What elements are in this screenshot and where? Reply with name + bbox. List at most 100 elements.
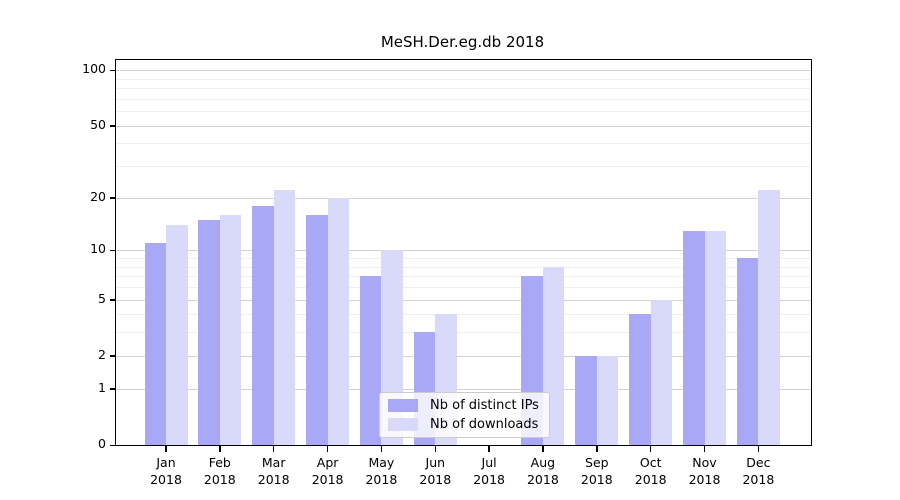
bar-downloads — [596, 355, 619, 445]
x-tick-mark — [542, 445, 544, 452]
plot-area: 0 1 2 5 10 20 50 100 Jan 2018 Feb 2018 Mar 2018 Apr 201… — [82, 59, 812, 487]
y-tick-label: 2 — [98, 346, 106, 362]
month-label: May — [368, 455, 395, 470]
bar-distinct-ips — [683, 230, 705, 445]
minor-gridline — [116, 143, 811, 145]
year-label: 2018 — [150, 472, 182, 487]
minor-gridline — [116, 332, 811, 334]
bar-downloads — [758, 190, 780, 445]
x-tick-mark — [272, 445, 275, 452]
legend-item-distinct-ips: Nb of distinct IPs — [388, 398, 539, 413]
minor-gridline — [116, 276, 811, 278]
legend: Nb of distinct IPs Nb of downloads — [379, 392, 550, 438]
y-tick-mark — [110, 125, 116, 127]
month-label: Jul — [481, 455, 497, 470]
month-label: Mar — [261, 455, 286, 470]
year-label: 2018 — [311, 472, 344, 487]
chart-title: MeSH.Der.eg.db 2018 — [380, 33, 545, 51]
legend-label-distinct-ips: Nb of distinct IPs — [430, 398, 539, 413]
year-label: 2018 — [365, 472, 398, 487]
x-tick-mark — [434, 445, 436, 452]
y-tick-mark — [110, 69, 116, 72]
year-label: 2018 — [526, 472, 559, 487]
bar-distinct-ips — [252, 205, 274, 445]
minor-gridline — [116, 98, 811, 100]
bar-downloads — [650, 299, 673, 445]
y-tick-label: 100 — [82, 61, 106, 77]
bar-downloads — [704, 230, 726, 445]
y-tick-mark — [110, 388, 116, 390]
legend-swatch-distinct-ips — [388, 399, 418, 412]
bar-distinct-ips — [575, 355, 597, 445]
y-tick-label: 10 — [90, 241, 106, 257]
bar-downloads — [166, 225, 188, 445]
month-label: Dec — [746, 455, 771, 470]
bar-distinct-ips — [198, 219, 220, 445]
minor-gridline — [116, 111, 811, 113]
y-tick-label: 50 — [90, 116, 106, 132]
bar-downloads — [327, 197, 350, 445]
y-tick-mark — [110, 299, 116, 301]
x-tick-label: Feb 2018 — [190, 454, 250, 488]
major-gridline — [116, 388, 811, 390]
x-tick-mark — [165, 445, 167, 452]
bar-distinct-ips — [359, 276, 382, 445]
month-label: Apr — [316, 455, 339, 470]
y-tick-mark — [110, 197, 116, 199]
x-tick-label: Jul 2018 — [459, 454, 519, 488]
minor-gridline — [116, 266, 811, 268]
year-label: 2018 — [634, 472, 667, 487]
major-gridline — [116, 299, 811, 301]
minor-gridline — [116, 258, 811, 259]
year-label: 2018 — [473, 472, 505, 487]
year-label: 2018 — [419, 472, 452, 487]
x-tick-mark — [596, 445, 598, 452]
bar-distinct-ips — [629, 314, 651, 445]
x-tick-label: Mar 2018 — [244, 454, 304, 488]
y-tick-mark — [110, 249, 116, 252]
y-tick-mark — [110, 444, 116, 446]
legend-label-downloads: Nb of downloads — [430, 417, 539, 432]
y-tick-label: 1 — [98, 379, 106, 395]
minor-gridline — [116, 88, 811, 90]
year-label: 2018 — [688, 472, 721, 487]
minor-gridline — [116, 287, 811, 288]
month-label: Aug — [530, 455, 556, 470]
bar-distinct-ips — [736, 258, 759, 445]
x-tick-mark — [326, 445, 329, 452]
x-tick-label: Dec 2018 — [728, 454, 788, 488]
x-tick-mark — [380, 445, 383, 452]
x-tick-label: Oct 2018 — [621, 454, 681, 488]
year-label: 2018 — [580, 472, 613, 487]
year-label: 2018 — [203, 472, 236, 487]
month-label: Jun — [425, 455, 446, 470]
y-tick-label: 0 — [98, 436, 106, 451]
month-label: Nov — [692, 455, 717, 470]
x-tick-label: Jun 2018 — [405, 454, 465, 488]
minor-gridline — [116, 314, 811, 316]
bar-distinct-ips — [306, 214, 328, 445]
x-tick-mark — [488, 445, 490, 452]
month-label: Oct — [639, 455, 662, 470]
bar-downloads — [219, 214, 242, 445]
x-tick-mark — [649, 445, 652, 452]
bar-downloads — [273, 190, 296, 445]
x-tick-mark — [757, 445, 760, 452]
legend-swatch-downloads — [388, 418, 418, 431]
x-tick-label: Sep 2018 — [567, 454, 627, 488]
minor-gridline — [116, 78, 811, 80]
x-tick-label: Jan 2018 — [136, 454, 196, 488]
major-gridline — [116, 197, 811, 199]
major-gridline — [116, 70, 811, 72]
major-gridline — [116, 250, 811, 252]
bar-distinct-ips — [144, 243, 166, 445]
major-gridline — [116, 125, 811, 127]
year-label: 2018 — [257, 472, 290, 487]
x-tick-label: May 2018 — [351, 454, 411, 488]
legend-item-downloads: Nb of downloads — [388, 417, 539, 432]
month-label: Feb — [208, 455, 231, 470]
minor-gridline — [116, 166, 811, 168]
major-gridline — [116, 355, 811, 357]
y-tick-label: 20 — [90, 188, 106, 204]
